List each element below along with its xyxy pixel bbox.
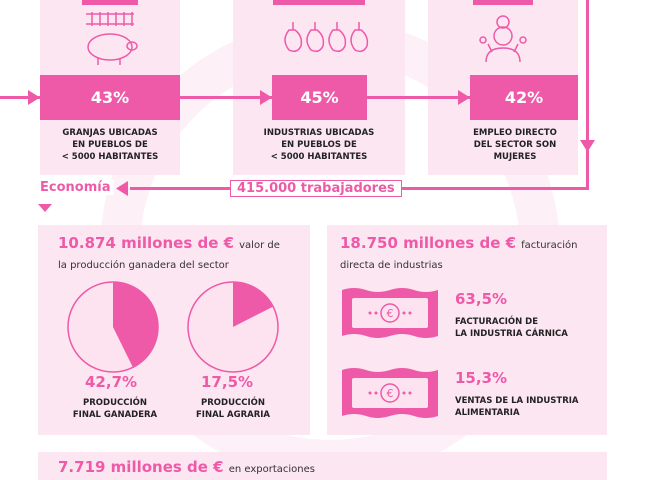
stat-caption-farms: GRANJAS UBICADAS EN PUEBLOS DE < 5000 HA… [40,127,180,163]
production-header: 10.874 millones de € valor de la producc… [58,234,308,274]
caption-line: FINAL GANADERA [72,410,158,420]
exports-card [38,452,607,480]
caption-line: FINAL AGRARIA [195,410,270,420]
pie-agraria-caption: PRODUCCIÓN FINAL AGRARIA [183,397,283,421]
caption-line: PRODUCCIÓN [201,398,265,408]
banknote-icon: € [342,368,438,418]
industry-food-caption: VENTAS DE LA INDUSTRIA ALIMENTARIA [455,395,579,419]
caption-line: MUJERES [493,152,537,162]
production-amount: 10.874 millones de € [58,234,235,252]
svg-text:€: € [387,307,394,320]
production-desc-2: la producción ganadera del sector [58,260,229,271]
woman-icon [473,0,533,63]
flow-line-right [367,96,470,99]
pig-icon [82,0,138,65]
production-desc-1: valor de [239,240,280,251]
caption-line: < 5000 HABITANTES [270,152,368,162]
industry-food-value: 15,3% [455,369,508,387]
caption-line: EN PUEBLOS DE [72,140,148,150]
caption-line: < 5000 HABITANTES [61,152,159,162]
industry-meat-value: 63,5% [455,290,508,308]
caption-line: VENTAS DE LA INDUSTRIA [455,396,579,406]
industry-desc-2: directa de industrias [340,260,443,271]
banknote-icon: € [342,288,438,338]
svg-text:€: € [387,387,394,400]
caption-line: INDUSTRIAS UBICADAS [263,128,375,138]
exports-desc: en exportaciones [228,464,315,475]
industry-header: 18.750 millones de € facturación directa… [340,234,605,274]
caption-line: EMPLEO DIRECTO [473,128,557,138]
caption-line: ALIMENTARIA [455,408,520,418]
pie-agraria-value: 17,5% [201,373,254,391]
stat-value-women: 42% [470,75,578,120]
exports-header: 7.719 millones de € en exportaciones [58,457,315,476]
caption-line: LA INDUSTRIA CÁRNICA [455,329,568,339]
industry-desc-1: facturación [521,240,578,251]
flow-line-left [0,96,40,99]
caption-line: EN PUEBLOS DE [281,140,357,150]
stat-caption-industries: INDUSTRIAS UBICADAS EN PUEBLOS DE < 5000… [233,127,405,163]
exports-amount: 7.719 millones de € [58,458,224,476]
pie-agraria [187,281,279,373]
caption-line: FACTURACIÓN DE [455,317,539,327]
stat-value-industries: 45% [272,75,367,120]
stat-value-farms: 43% [40,75,180,120]
stat-caption-women: EMPLEO DIRECTO DEL SECTOR SON MUJERES [440,127,590,163]
pie-ganadera-slice [113,282,158,368]
pie-ganadera-value: 42,7% [85,373,138,391]
industry-meat-caption: FACTURACIÓN DE LA INDUSTRIA CÁRNICA [455,316,568,340]
workers-label: 415.000 trabajadores [230,180,402,197]
caption-line: PRODUCCIÓN [83,398,147,408]
pie-ganadera-caption: PRODUCCIÓN FINAL GANADERA [65,397,165,421]
flow-line-mid [180,96,272,99]
pie-ganadera [67,281,159,373]
caption-line: DEL SECTOR SON [473,140,557,150]
section-label-economia: Economía [36,180,115,195]
ham-icon [273,0,369,53]
pie-agraria-slice [233,282,274,327]
caption-line: GRANJAS UBICADAS [62,128,158,138]
industry-amount: 18.750 millones de € [340,234,517,252]
